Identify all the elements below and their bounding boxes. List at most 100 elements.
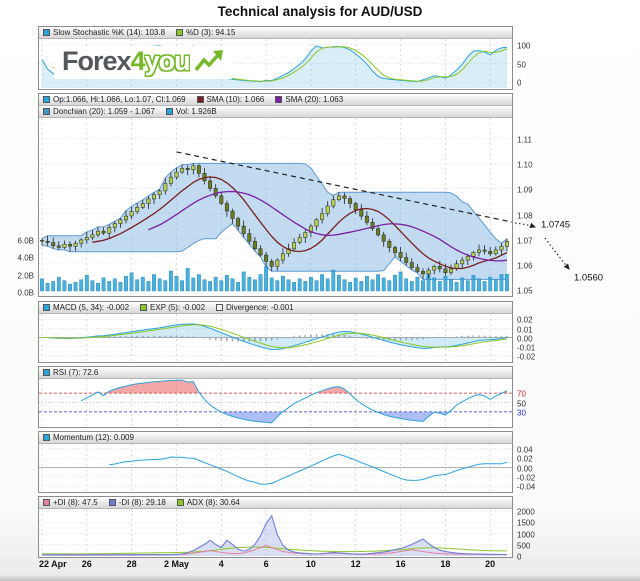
axis-label: 0: [517, 552, 522, 562]
macd-exp-label: EXP (5): -0.002: [150, 303, 206, 312]
price-panel: Op:1.066, Hi:1.066, Lo:1.07, Cl:1.069 SM…: [38, 93, 513, 297]
stoch-d-swatch-icon: [176, 29, 184, 36]
ohlc-swatch-icon: [43, 96, 50, 103]
bottom-border-strip: [0, 574, 640, 581]
axis-label: 50: [517, 60, 526, 69]
adx-panel: +DI (8): 47.5 -DI (8): 29.18 ADX (8): 30…: [38, 496, 513, 558]
sma10-label: SMA (10): 1.066: [206, 95, 265, 104]
axis-label: -0.02: [517, 352, 536, 362]
price-legend-row2: Donchian (20): 1.059 - 1.067 Vol: 1.926B: [39, 106, 512, 118]
axis-label: 0.01: [517, 325, 533, 334]
adx-legend: +DI (8): 47.5 -DI (8): 29.18 ADX (8): 30…: [39, 497, 512, 509]
momentum-plot-svg: [39, 444, 512, 491]
axis-label: 2.0B: [17, 271, 34, 281]
x-axis-label: 20: [485, 559, 496, 569]
axis-label: 0.02: [517, 454, 533, 464]
axis-label: -0.01: [517, 343, 536, 352]
chart-title: Technical analysis for AUD/USD: [217, 4, 423, 19]
price-plot: [39, 118, 512, 294]
axis-label: 500: [517, 541, 531, 551]
x-axis-label: 26: [81, 559, 92, 569]
rsi-plot-svg: [39, 379, 512, 426]
momentum-right-axis: 0.04 0.02 0.00 -0.02 -0.04: [515, 445, 560, 492]
x-axis-label: 6: [263, 559, 269, 569]
price-plot-svg: [39, 118, 512, 294]
donchian-label: Donchian (20): 1.059 - 1.067: [53, 107, 155, 116]
axis-label: 0.0B: [17, 288, 34, 298]
axis-label: 1.08: [517, 211, 533, 220]
x-axis-label: 12: [350, 559, 361, 569]
target-high-label: 1.0745: [541, 219, 571, 231]
adx-plot: [39, 509, 512, 556]
axis-label: 1000: [517, 530, 535, 540]
sma20-label: SMA (20): 1.063: [285, 95, 344, 104]
x-axis-label: 16: [395, 559, 406, 569]
rsi-legend: RSI (7): 72.6: [39, 367, 512, 379]
x-axis-label: 18: [440, 559, 451, 569]
axis-label: 1.05: [517, 286, 533, 296]
price-legend-row1: Op:1.066, Hi:1.066, Lo:1.07, Cl:1.069 SM…: [39, 94, 512, 106]
x-axis: 22 Apr 26 28 2 May 4 6 10 12 16 18 20: [39, 559, 512, 572]
axis-label: 1.11: [517, 135, 532, 145]
axis-label: 1.06: [517, 261, 533, 271]
macd-swatch-icon: [43, 304, 50, 311]
macd-plot-svg: [39, 314, 512, 361]
momentum-panel: Momentum (12): 0.009: [38, 431, 513, 493]
axis-label: 2000: [517, 507, 535, 517]
macd-plot: [39, 314, 512, 361]
x-axis-label: 2 May: [163, 559, 190, 569]
volume-swatch-icon: [165, 108, 173, 115]
momentum-plot: [39, 444, 512, 491]
rsi-panel: RSI (7): 72.6: [38, 366, 513, 428]
axis-label: 1.09: [517, 185, 533, 195]
divergence-swatch-icon: [216, 304, 224, 311]
adx-swatch-icon: [176, 499, 184, 506]
minus-di-label: -DI (8): 29.18: [118, 498, 166, 507]
minus-di-swatch-icon: [108, 499, 116, 506]
plus-di-swatch-icon: [43, 499, 50, 506]
adx-right-axis: 2000 1500 1000 500 0: [515, 507, 560, 562]
logo-forex-text: Forex: [62, 46, 132, 76]
stoch-k-label: Slow Stochastic %K (14): 103.8: [53, 28, 166, 37]
volume-label: Vol: 1.926B: [175, 107, 217, 116]
sma10-swatch-icon: [196, 96, 204, 103]
macd-exp-swatch-icon: [140, 304, 148, 311]
rsi-label: RSI (7): 72.6: [53, 368, 99, 377]
donchian-swatch-icon: [43, 108, 50, 115]
stochastic-right-axis: 100 50 0: [515, 40, 560, 89]
axis-label: 0.04: [517, 445, 533, 455]
target-low-label: 1.0560: [574, 272, 604, 284]
sma20-swatch-icon: [275, 96, 283, 103]
macd-panel: MACD (5, 34): -0.002 EXP (5): -0.002 Div…: [38, 301, 513, 363]
macd-right-axis: 0.02 0.01 0.00 -0.01 -0.02: [515, 315, 560, 362]
x-axis-label: 28: [126, 559, 137, 569]
stoch-k-swatch-icon: [43, 29, 50, 36]
divergence-label: Divergence: -0.001: [226, 303, 294, 312]
momentum-swatch-icon: [43, 434, 50, 441]
axis-label: 1.10: [517, 160, 533, 170]
logo-you-text: you: [144, 46, 191, 76]
momentum-label: Momentum (12): 0.009: [53, 433, 134, 442]
axis-label: -0.04: [517, 482, 536, 492]
stoch-d-label: %D (3): 94.15: [186, 28, 236, 37]
logo-arrow-icon: [194, 49, 223, 71]
logo-four-text: 4: [130, 46, 146, 76]
rsi-right-axis: 70 50 30: [515, 380, 560, 427]
momentum-legend: Momentum (12): 0.009: [39, 432, 512, 444]
axis-label: 0.02: [517, 315, 533, 325]
macd-label: MACD (5, 34): -0.002: [53, 303, 130, 312]
stochastic-legend: Slow Stochastic %K (14): 103.8 %D (3): 9…: [39, 27, 512, 39]
forex4you-logo: Forex 4 you: [54, 46, 232, 79]
axis-label: 0: [517, 78, 522, 88]
price-target-annotations: 1.0745 1.0560: [513, 120, 640, 296]
volume-left-axis: 6.0B 4.0B 2.0B 0.0B: [4, 120, 34, 298]
plus-di-label: +DI (8): 47.5: [53, 498, 98, 507]
macd-legend: MACD (5, 34): -0.002 EXP (5): -0.002 Div…: [39, 302, 512, 314]
axis-label: 0.00: [517, 334, 533, 343]
axis-label: 100: [517, 41, 531, 51]
axis-label: 0.00: [517, 464, 533, 473]
axis-label: 70: [517, 389, 526, 399]
axis-label: 50: [517, 399, 526, 408]
adx-label: ADX (8): 30.64: [186, 498, 240, 507]
